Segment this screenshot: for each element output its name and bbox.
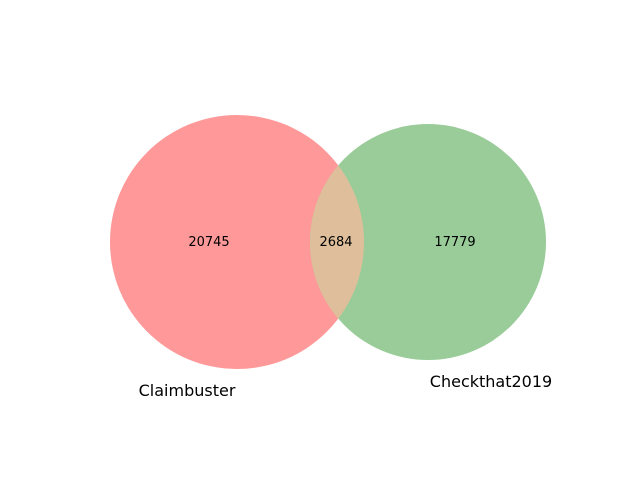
set-a-circle (110, 115, 364, 369)
set-a-label: Claimbuster (139, 381, 236, 400)
set-b-label: Checkthat2019 (430, 372, 552, 391)
intersection-count: 2684 (319, 235, 352, 250)
set-b-only-count: 17779 (434, 235, 475, 250)
set-b-circle (310, 124, 546, 360)
set-a-only-count: 20745 (188, 235, 229, 250)
